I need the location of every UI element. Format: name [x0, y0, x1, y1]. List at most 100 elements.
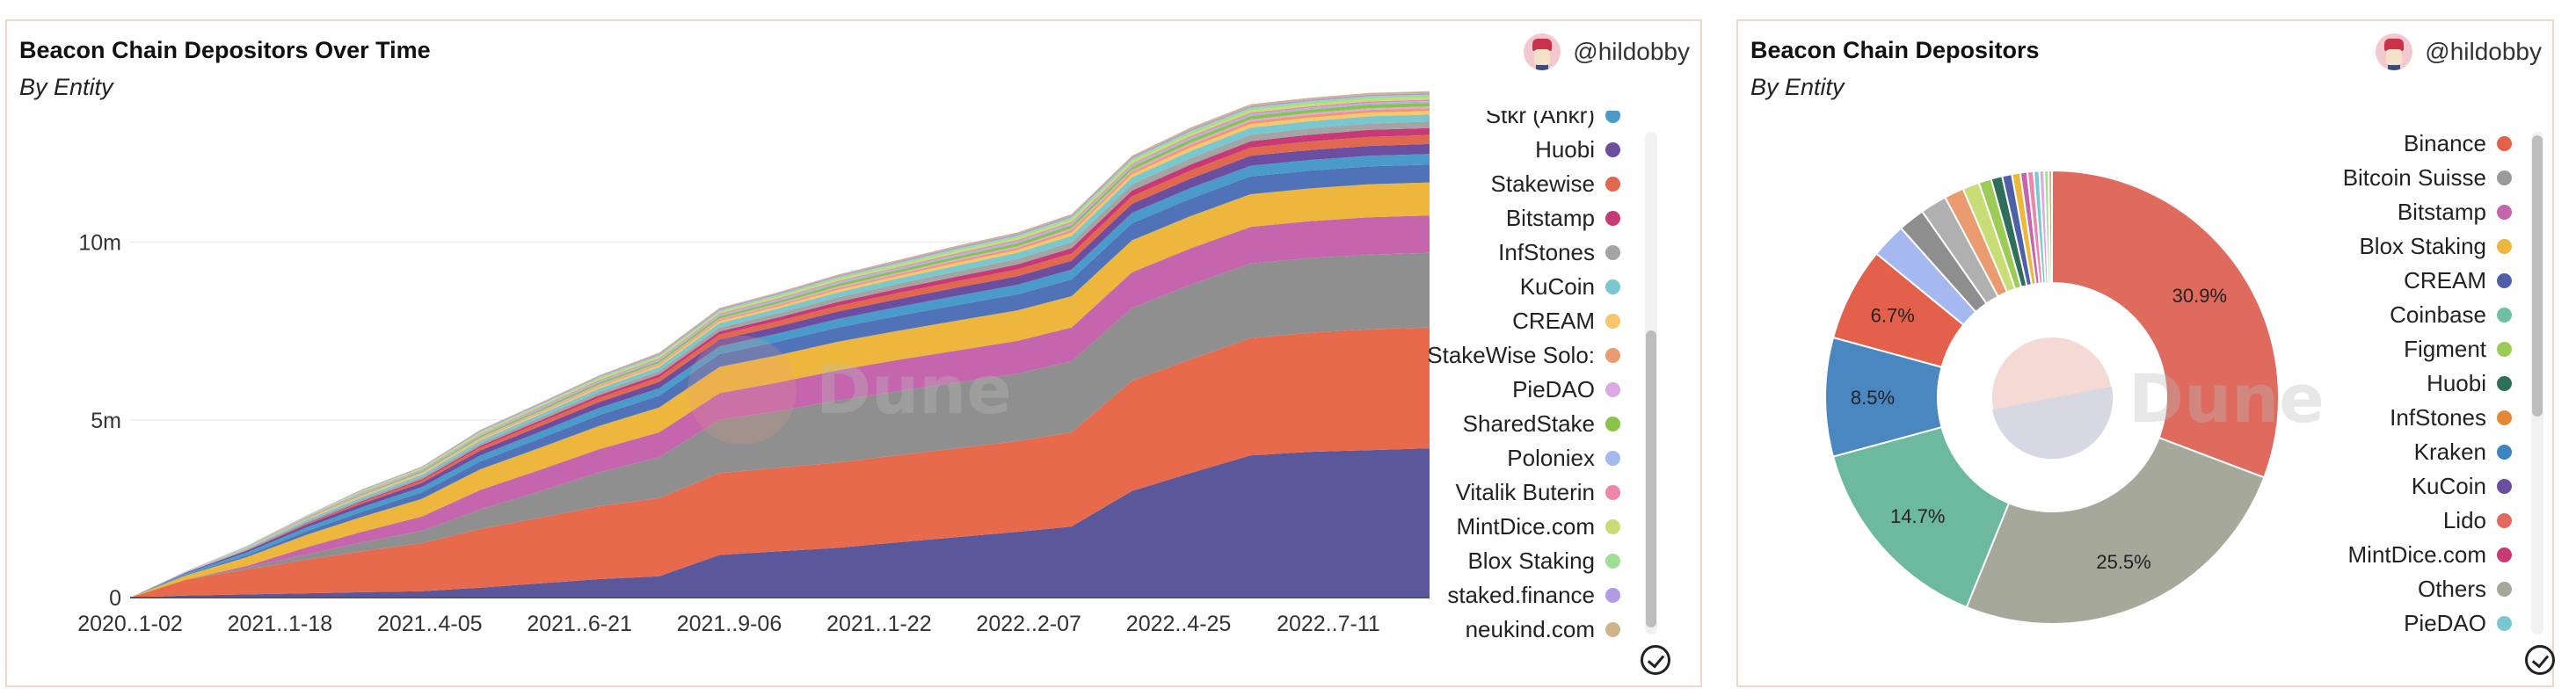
legend-label: MintDice.com: [1456, 512, 1595, 540]
donut-chart: 30.9% 25.5% 14.7% 8.5% 6.7% Dune: [1824, 169, 2325, 625]
area-series-binance: [130, 215, 1430, 598]
legend-item[interactable]: MintDice.com: [1457, 511, 1620, 541]
legend-item[interactable]: MintDice.com: [2348, 540, 2512, 569]
legend-label: Others: [2417, 575, 2486, 602]
legend-scrollbar[interactable]: [1645, 132, 1657, 634]
legend-item[interactable]: Kraken: [2414, 437, 2512, 467]
legend-item[interactable]: Stkr (Ankr): [1486, 111, 1620, 130]
legend-swatch: [1605, 111, 1620, 123]
legend-swatch: [1605, 313, 1620, 329]
legend-swatch: [1605, 450, 1620, 466]
legend-label: StakeWise Solo:: [1427, 341, 1595, 368]
legend-item[interactable]: Huobi: [2427, 368, 2512, 398]
legend-label: Blox Staking: [2359, 232, 2486, 259]
x-tick-label: 2022..2-07: [976, 612, 1081, 636]
x-tick-label: 2021..4-05: [377, 612, 483, 636]
legend-label: Poloniex: [1507, 444, 1595, 471]
legend-item[interactable]: StakeWise Solo:: [1427, 340, 1620, 370]
legend-item[interactable]: PieDAO: [2404, 608, 2512, 638]
check-circle-icon[interactable]: [2525, 645, 2555, 675]
legend-swatch: [2497, 375, 2512, 391]
legend-label: CREAM: [2404, 266, 2486, 294]
x-tick-label: 2021..1-18: [228, 612, 333, 636]
depositors-over-time-panel: Beacon Chain Depositors Over Time By Ent…: [5, 19, 1702, 687]
check-circle-icon[interactable]: [1641, 645, 1670, 675]
legend-item[interactable]: CREAM: [2404, 265, 2512, 295]
legend-label: CREAM: [1512, 307, 1595, 334]
legend-swatch: [1605, 279, 1620, 294]
legend-item[interactable]: Bitcoin Suisse: [2343, 163, 2512, 192]
author-link[interactable]: @hildobby: [2376, 33, 2542, 70]
legend-label: PieDAO: [1512, 375, 1595, 402]
legend[interactable]: Binance Bitcoin Suisse Bitstamp Blox Stakin…: [2248, 127, 2512, 666]
legend[interactable]: Stkr (Ankr) Huobi Stakewise Bitstamp InfSton…: [1379, 111, 1620, 673]
y-tick-label: 5m: [91, 409, 121, 433]
y-tick-label: 10m: [78, 231, 121, 256]
chart-subtitle: By Entity: [1750, 74, 1845, 100]
watermark-text: Dune: [816, 351, 1012, 429]
legend-item[interactable]: Coinbase: [2390, 300, 2512, 330]
legend-item[interactable]: Blox Staking: [2359, 231, 2512, 261]
legend-swatch: [1605, 141, 1620, 157]
author-name: @hildobby: [1573, 38, 1690, 65]
x-tick-label: 2021..9-06: [677, 612, 782, 636]
legend-label: KuCoin: [1519, 272, 1595, 300]
legend-label: Vitalik Buterin: [1455, 478, 1596, 505]
author-link[interactable]: @hildobby: [1524, 33, 1690, 70]
area-series-kraken: [130, 327, 1430, 598]
legend-item[interactable]: Vitalik Buterin: [1455, 477, 1620, 507]
legend-item[interactable]: KuCoin: [1520, 272, 1620, 301]
legend-item[interactable]: Bitstamp: [1506, 203, 1620, 233]
legend-item[interactable]: staked.finance: [1447, 580, 1620, 610]
chart-subtitle: By Entity: [19, 74, 113, 100]
area-chart: 0 5m 10m 2020..1-02 2021..1-18 2021..4-05 2021…: [77, 91, 1430, 636]
legend-swatch: [1605, 210, 1620, 226]
pie-slice: [2047, 169, 2053, 285]
legend-item[interactable]: InfStones: [1498, 237, 1620, 267]
legend-swatch: [1605, 416, 1620, 431]
x-tick-label: 2021..1-22: [826, 612, 932, 636]
depositors-share-panel: Beacon Chain Depositors By Entity @hildo…: [1736, 19, 2555, 687]
legend-item[interactable]: InfStones: [2390, 402, 2512, 432]
legend-label: staked.finance: [1447, 581, 1595, 608]
legend-label: Huobi: [1535, 135, 1595, 163]
legend-item[interactable]: Blox Staking: [1467, 546, 1620, 576]
legend-label: Stakewise: [1490, 170, 1596, 197]
legend-item[interactable]: Poloniex: [1507, 443, 1620, 473]
legend-scroll-thumb[interactable]: [2532, 135, 2543, 417]
legend-item[interactable]: neukind.com: [1466, 614, 1620, 644]
pie-slice: [1831, 425, 2011, 609]
legend-item[interactable]: Bitstamp: [2398, 197, 2512, 227]
area-series-coinbase: [130, 448, 1430, 598]
legend-item[interactable]: Binance: [2404, 128, 2512, 158]
pie-slice: [2051, 169, 2280, 479]
legend-swatch: [1605, 587, 1620, 603]
legend-swatch: [2497, 272, 2512, 288]
x-tick-label: 2021..6-21: [527, 612, 632, 636]
legend-item[interactable]: Others: [2418, 574, 2512, 604]
legend-scrollbar[interactable]: [2531, 132, 2543, 634]
chart-title: Beacon Chain Depositors Over Time: [19, 37, 431, 63]
legend-item[interactable]: PieDAO: [1512, 374, 1620, 404]
slice-label: 25.5%: [2096, 551, 2150, 573]
legend-label: Huobi: [2427, 369, 2486, 396]
legend-item[interactable]: Stakewise: [1490, 169, 1620, 199]
legend-swatch: [1605, 621, 1620, 637]
slice-label: 6.7%: [1871, 304, 1915, 326]
slice-label: 14.7%: [1890, 505, 1945, 527]
legend-item[interactable]: Figment: [2404, 334, 2512, 364]
legend-label: InfStones: [1498, 238, 1595, 265]
legend-item[interactable]: SharedStake: [1463, 409, 1620, 439]
legend-swatch: [2497, 410, 2512, 425]
legend-item[interactable]: CREAM: [1512, 306, 1620, 336]
legend-scroll-thumb[interactable]: [1646, 330, 1656, 627]
legend-label: neukind.com: [1465, 615, 1595, 642]
legend-item[interactable]: Lido: [2443, 505, 2512, 535]
legend-label: Lido: [2442, 506, 2486, 533]
legend-swatch: [2497, 307, 2512, 323]
legend-label: Bitstamp: [2397, 198, 2486, 225]
legend-label: Figment: [2404, 335, 2486, 362]
legend-item[interactable]: KuCoin: [2412, 471, 2512, 501]
legend-item[interactable]: Huobi: [1535, 134, 1620, 164]
legend-label: Bitstamp: [1505, 204, 1595, 231]
